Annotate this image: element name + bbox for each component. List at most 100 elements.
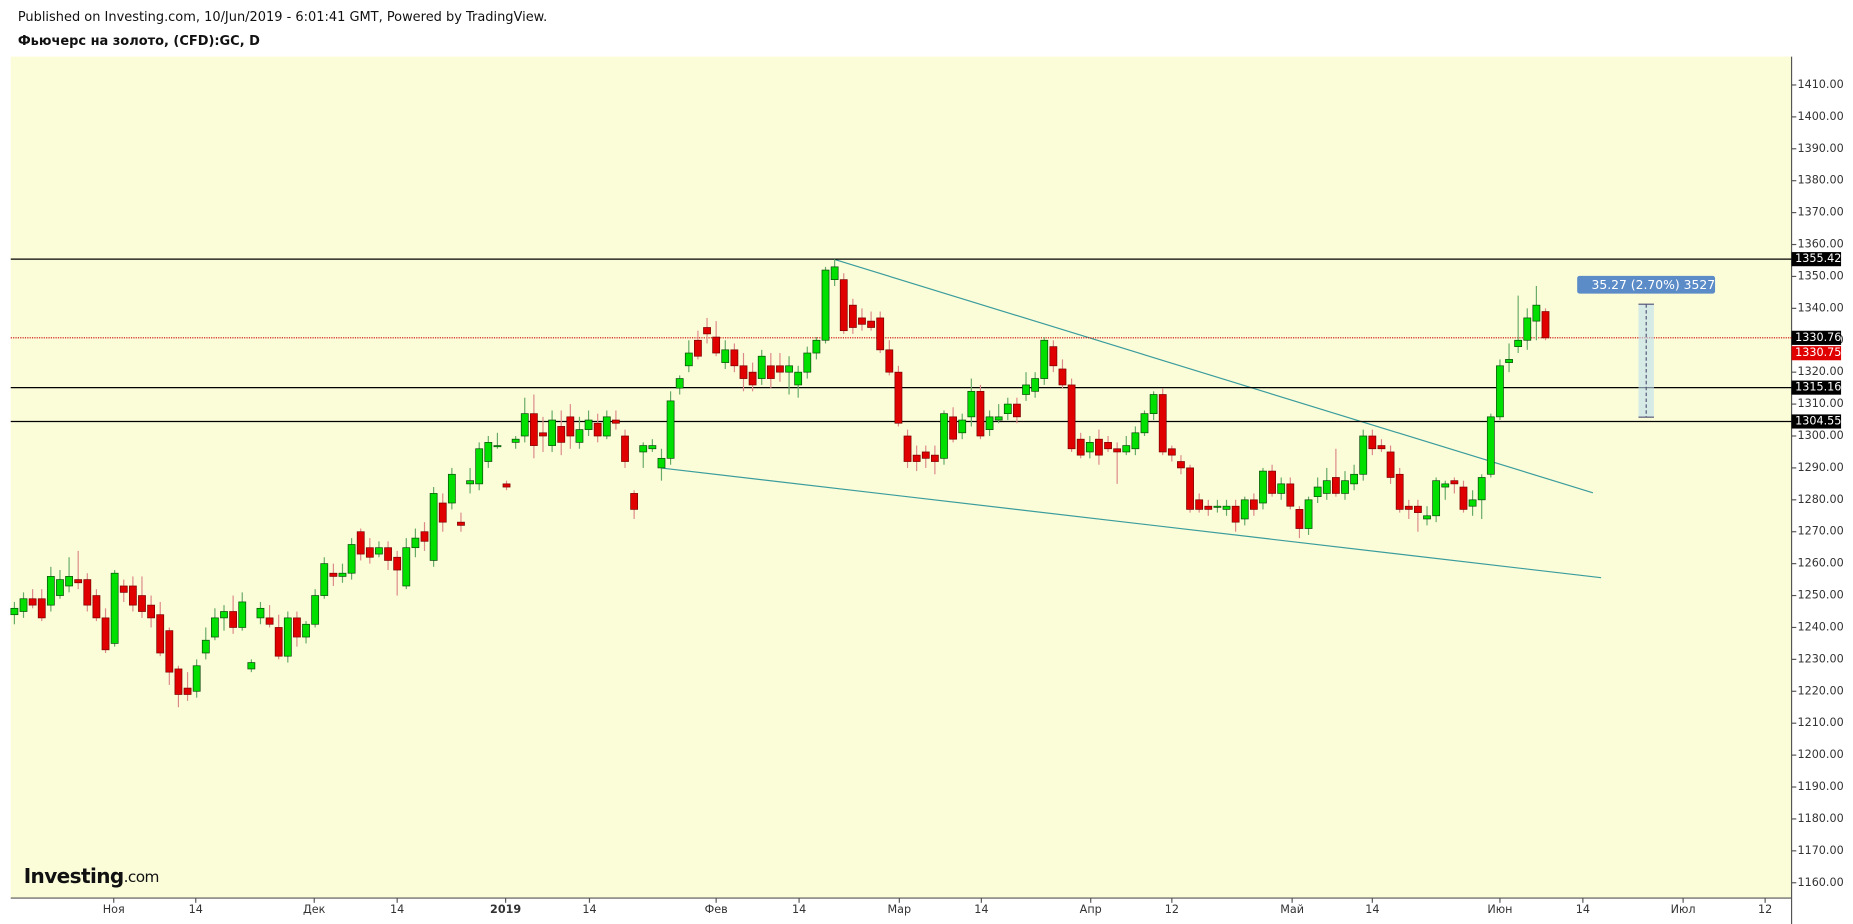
candle-body [584,419,593,430]
candle-body [211,617,219,638]
x-tick-label: 14 [390,903,404,916]
candle-body [1277,483,1286,494]
y-tick-label: 1390.00 [1797,142,1843,155]
candle-body [1505,359,1513,363]
candle-body [411,537,420,549]
y-tick-label: 1340.00 [1797,301,1843,314]
candle-body [976,390,985,437]
candle-body [1031,378,1040,392]
logo-suffix: .com [124,867,159,885]
candle-body [1486,416,1495,475]
y-tick-label: 1320.00 [1797,365,1843,378]
candle-body [420,531,429,542]
candle-body [894,371,903,424]
candle-body [1058,368,1067,386]
candle-body [1432,480,1441,517]
candle-body [402,547,411,587]
candle-body [666,400,675,459]
candle-body [1249,499,1258,510]
candle-body [220,611,228,619]
y-tick-label: 1300.00 [1797,429,1843,442]
candle-body [447,473,456,504]
candle-body [1532,304,1541,322]
candle-body [1368,435,1377,450]
candle-body [1541,311,1550,339]
y-tick-label: 1180.00 [1797,812,1843,825]
price-level-box [1791,380,1842,395]
candle-body [766,365,775,379]
candle-body [65,576,73,587]
candle-body [165,630,174,673]
candle-body [776,365,784,373]
trend-line [833,258,1594,494]
candle-body [1240,499,1249,520]
candle-body [994,416,1003,421]
last-close-box [1791,346,1842,361]
candle-body [265,617,274,625]
candle-body [930,454,939,462]
candle-body [19,598,28,612]
logo-text: Investing [24,863,124,887]
candle-body [785,365,793,373]
x-tick-label: 12 [1758,903,1772,916]
candle-body [238,601,247,628]
candle-body [612,419,620,424]
candle-body [83,579,92,606]
candle-body [56,579,64,596]
candle-body [630,493,639,510]
candle-body [694,339,702,357]
candle-body [274,627,283,657]
y-tick-label: 1230.00 [1797,652,1843,665]
candle-body [575,429,584,443]
candle-body [101,617,110,651]
candle-body [848,304,857,328]
chart-title: Фьючерс на золото, (CFD):GC, D [18,34,260,49]
candle-body [1085,442,1094,453]
candle-body [721,349,730,363]
x-tick-label: Апр [1080,903,1102,916]
x-tick-label: 12 [1165,903,1179,916]
x-tick-label: Июн [1487,903,1512,916]
candle-body [839,279,848,332]
measure-label: 35.27 (2.70%) 3527 [1591,278,1715,292]
candle-body [794,371,803,386]
candle-body [1523,317,1532,341]
candle-body [1395,473,1404,510]
candle-body [457,521,465,526]
y-tick-label: 1410.00 [1797,78,1843,91]
candle-body [867,320,875,328]
candle-body [1122,445,1131,453]
candle-body [1040,339,1049,379]
candle-body [147,604,155,619]
plot-background [10,56,1792,899]
candle-body [192,665,201,692]
candle-body [903,435,912,462]
x-tick-label: 14 [974,903,988,916]
candle-body [520,413,529,437]
candle-body [1204,505,1213,510]
y-tick-label: 1260.00 [1797,557,1843,570]
candle-body [1231,505,1240,523]
candle-body [1022,384,1030,395]
price-level-label: 1304.55 [1795,414,1841,427]
candle-body [1450,480,1459,485]
candle-body [712,336,721,354]
y-tick-label: 1370.00 [1797,206,1843,219]
candle-body [1013,403,1021,418]
candle-body [484,442,493,462]
logo: Investing.com [24,863,159,887]
y-tick-label: 1220.00 [1797,684,1843,697]
candle-body [1003,403,1012,415]
candle-body [1441,483,1450,488]
candle-body [46,576,55,606]
candle-body [639,445,648,453]
price-level-label: 1315.16 [1795,381,1841,394]
candle-body [229,611,238,628]
candle-body [338,572,347,577]
y-tick-label: 1280.00 [1797,493,1843,506]
candle-body [1477,477,1486,501]
candle-body [247,662,256,670]
last-price-box [1791,330,1842,345]
